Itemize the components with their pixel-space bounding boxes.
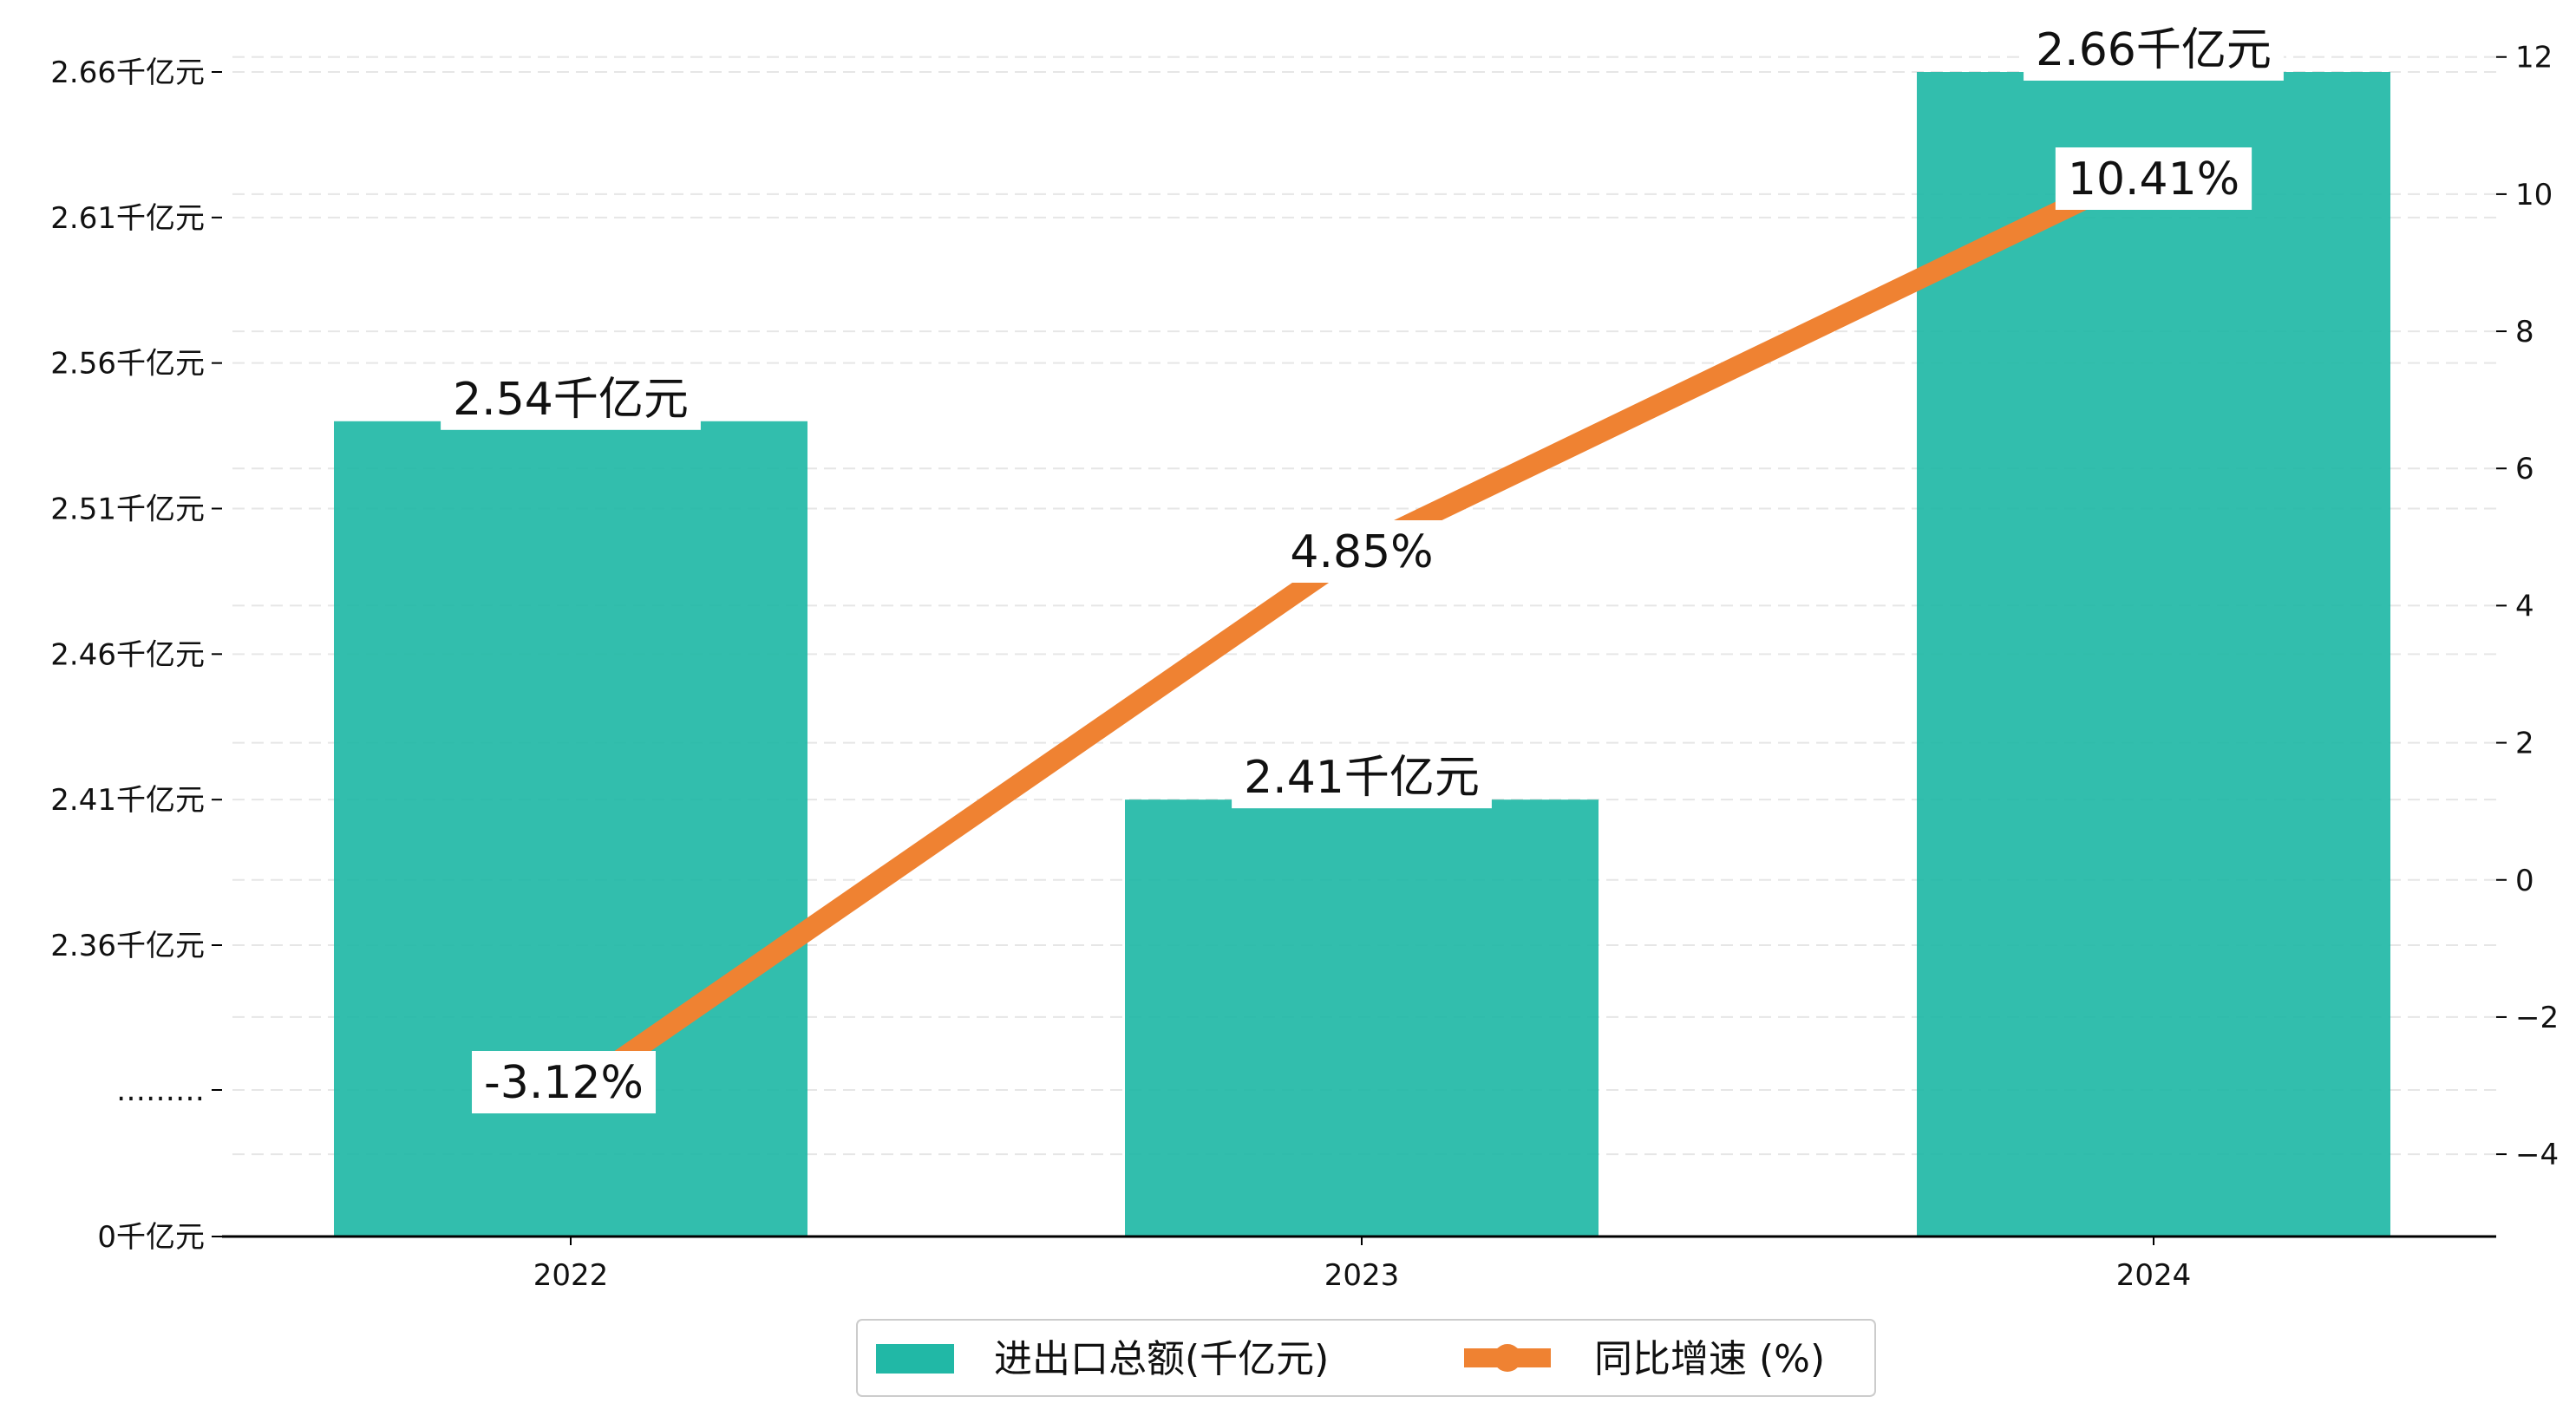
line-value-label-box (2055, 147, 2252, 210)
right-tick-label: −4 (2515, 1138, 2559, 1172)
data-labels: 2.54千亿元 2.41千亿元 2.66千亿元 -3.12% 4.85% 10.41% (441, 18, 2284, 1113)
bar-2023 (1125, 799, 1599, 1237)
legend-line-label: 同比增速 (%) (1594, 1337, 1825, 1381)
right-tick-label: 8 (2515, 315, 2534, 349)
left-tick-label: 2.61千亿元 (50, 201, 205, 236)
x-tick-label: 2024 (2116, 1258, 2192, 1293)
left-tick-label: 0千亿元 (97, 1220, 205, 1255)
right-tick-label: 4 (2515, 589, 2534, 623)
axes: 2022 2023 2024 0千亿元 ……… 2.36千亿元 2.41千亿元 2.46千亿元… (50, 41, 2559, 1293)
right-tick-label: 6 (2515, 452, 2534, 486)
x-tick-label: 2023 (1324, 1258, 1400, 1293)
line-value-label-box (1278, 520, 1446, 583)
left-tick-label: 2.36千亿元 (50, 929, 205, 963)
line-value-label: 4.85% (1290, 526, 1433, 578)
legend-box (856, 1319, 1876, 1397)
legend-bar-label: 进出口总额(千亿元) (994, 1337, 1329, 1381)
right-tick-label: 10 (2515, 178, 2553, 212)
bar-value-label: 2.54千亿元 (453, 374, 689, 426)
line-value-label: 10.41% (2068, 153, 2239, 206)
bar-value-label: 2.41千亿元 (1244, 752, 1480, 804)
legend-bar-swatch (876, 1344, 954, 1374)
legend: 进出口总额(千亿元) 同比增速 (%) (856, 1319, 1876, 1397)
left-tick-label: 2.46千亿元 (50, 637, 205, 672)
bar-series (334, 72, 2390, 1237)
right-tick-label: 0 (2515, 864, 2534, 898)
left-tick-label: 2.66千亿元 (50, 55, 205, 90)
left-tick-label: 2.51千亿元 (50, 493, 205, 527)
left-tick-label: 2.56千亿元 (50, 347, 205, 382)
right-tick-label: 2 (2515, 727, 2534, 761)
bar-2022 (334, 421, 807, 1237)
left-tick-label: ……… (116, 1073, 205, 1108)
bar-value-label-box (2024, 18, 2284, 81)
bar-value-label-box (1232, 746, 1492, 809)
line-value-label: -3.12% (484, 1057, 644, 1109)
right-tick-label: 12 (2515, 41, 2553, 75)
legend-line-marker (1494, 1344, 1521, 1372)
right-tick-label: −2 (2515, 1001, 2559, 1035)
bar-2024 (1917, 72, 2390, 1237)
bar-value-label: 2.66千亿元 (2036, 24, 2272, 76)
x-tick-label: 2022 (533, 1258, 609, 1293)
bar-value-label-box (441, 367, 701, 430)
left-tick-label: 2.41千亿元 (50, 783, 205, 818)
line-value-label-box (472, 1051, 656, 1113)
